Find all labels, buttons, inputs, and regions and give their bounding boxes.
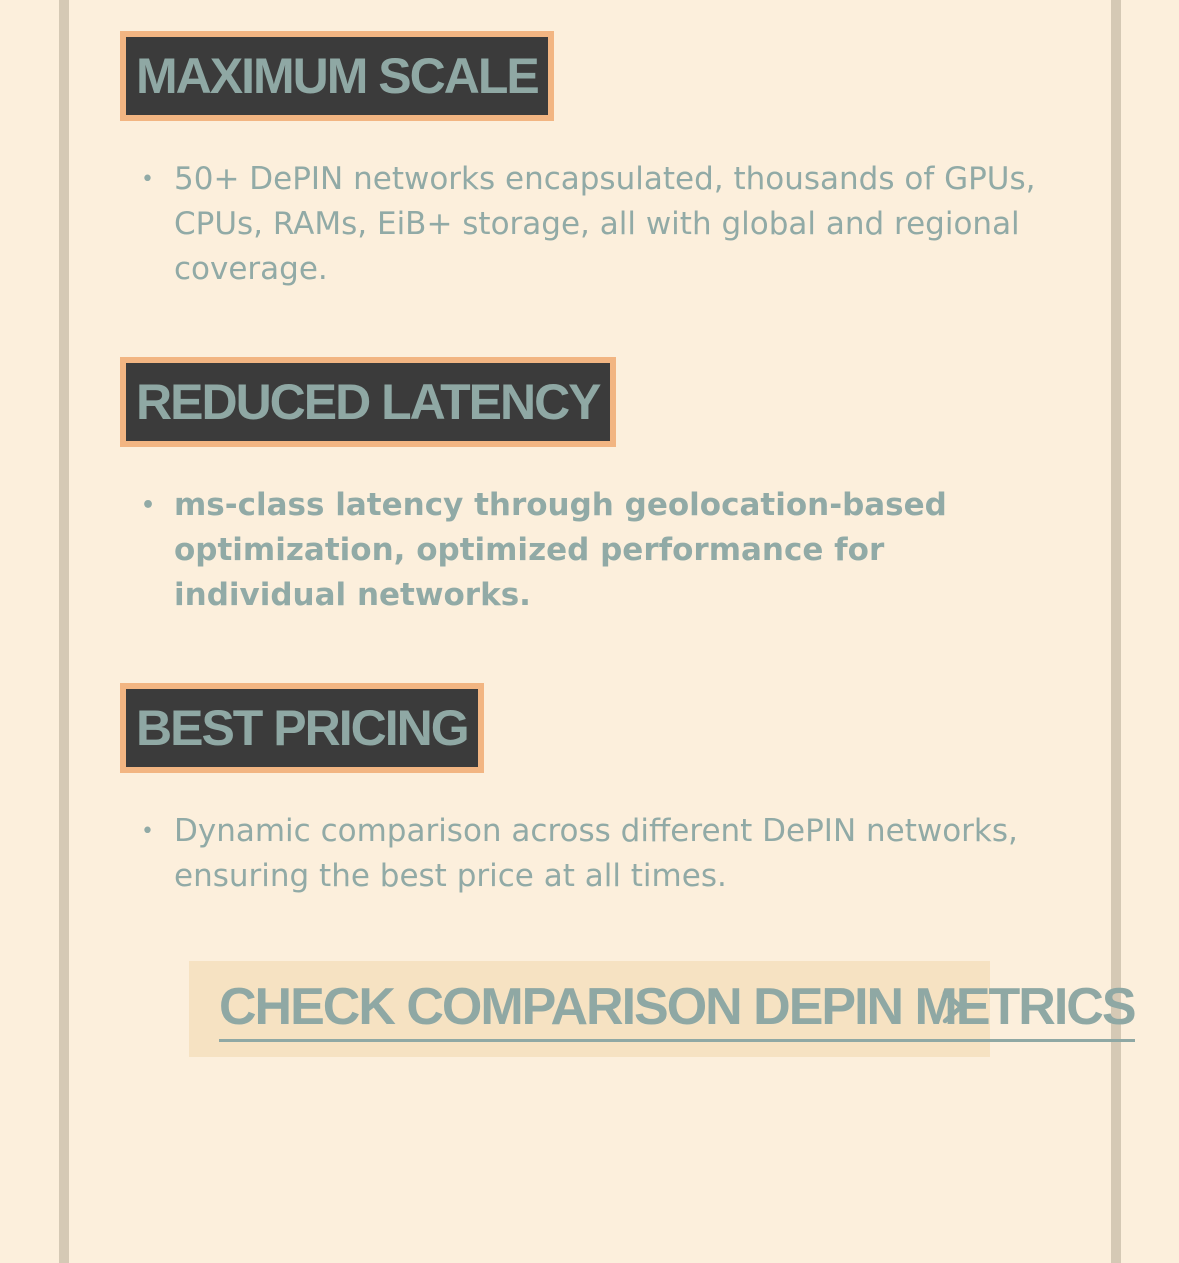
features-list: MAXIMUM SCALE 50+ DePIN networks encapsu… [120, 31, 1060, 899]
left-border-rail [59, 0, 69, 1263]
right-border-rail [1111, 0, 1121, 1263]
feature-bullet: ms-class latency through geolocation-bas… [141, 483, 1060, 618]
feature-bullet: Dynamic comparison across different DePI… [141, 809, 1060, 899]
chevron-right-icon[interactable] [937, 987, 967, 1027]
feature-bullet: 50+ DePIN networks encapsulated, thousan… [141, 157, 1060, 292]
feature-title-badge: REDUCED LATENCY [120, 357, 616, 447]
cta-link[interactable]: CHECK COMPARISON DEPIN METRICS [219, 975, 1137, 1042]
feature-title-badge: BEST PRICING [120, 683, 484, 773]
feature-maximum-scale: MAXIMUM SCALE 50+ DePIN networks encapsu… [120, 31, 1060, 292]
feature-best-pricing: BEST PRICING Dynamic comparison across d… [120, 683, 1060, 899]
comparison-metrics-cta[interactable]: CHECK COMPARISON DEPIN METRICS [189, 961, 1137, 1057]
feature-bullet-list: ms-class latency through geolocation-bas… [120, 483, 1060, 618]
feature-bullet-list: Dynamic comparison across different DePI… [120, 809, 1060, 899]
feature-reduced-latency: REDUCED LATENCY ms-class latency through… [120, 357, 1060, 618]
feature-title-badge: MAXIMUM SCALE [120, 31, 554, 121]
feature-bullet-list: 50+ DePIN networks encapsulated, thousan… [120, 157, 1060, 292]
